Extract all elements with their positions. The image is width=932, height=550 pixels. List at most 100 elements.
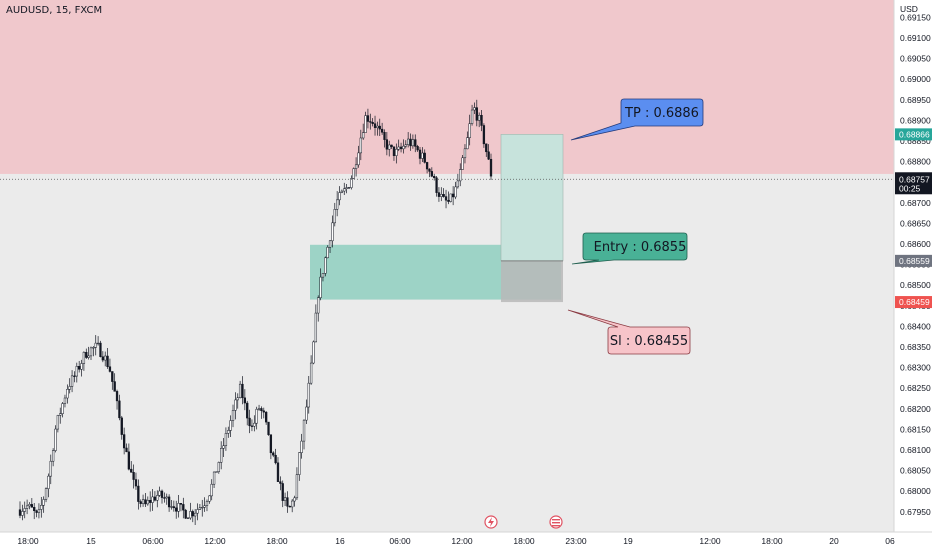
- candle: [352, 167, 355, 179]
- svg-text:0.68459: 0.68459: [899, 297, 930, 307]
- candle: [274, 448, 277, 465]
- candle: [120, 415, 123, 440]
- price-tick-label: 0.68650: [900, 218, 931, 228]
- sl-callout[interactable]: Sl : 0.68455: [567, 309, 691, 355]
- candle: [193, 509, 197, 526]
- candle: [179, 503, 183, 512]
- candle: [210, 479, 213, 501]
- candle: [480, 110, 483, 132]
- candle: [205, 499, 209, 512]
- candle: [350, 175, 353, 190]
- candle: [291, 498, 294, 513]
- candle: [236, 393, 239, 409]
- entry-label: Entry : 0.6855: [594, 240, 687, 255]
- candle: [336, 191, 339, 217]
- price-tick-label: 0.68300: [900, 363, 931, 373]
- candle: [338, 186, 341, 206]
- price-tick-label: 0.68800: [900, 157, 931, 167]
- price-tick-label: 0.68000: [900, 486, 931, 496]
- candle: [451, 186, 455, 206]
- candle: [217, 461, 220, 474]
- price-tag-red: 0.68459: [895, 296, 932, 309]
- candle: [340, 189, 344, 194]
- candle: [108, 358, 112, 373]
- candle: [463, 144, 467, 164]
- candle: [56, 414, 60, 433]
- candle: [175, 500, 178, 519]
- event-markers[interactable]: [484, 515, 563, 529]
- candle: [404, 140, 407, 149]
- candle: [409, 133, 412, 151]
- candle: [149, 491, 152, 512]
- time-tick-label: 06:00: [142, 536, 164, 546]
- candle: [390, 144, 393, 149]
- price-axis[interactable]: USD 0.69150 0.69100 0.69050 0.69000 0.68950 0…: [893, 0, 932, 550]
- candle: [28, 502, 31, 510]
- candle: [248, 409, 251, 434]
- candle: [25, 499, 29, 515]
- entry-callout[interactable]: Entry : 0.6855: [571, 232, 688, 265]
- price-tick-label: 0.68500: [900, 280, 931, 290]
- price-tag-green: 0.68866: [895, 128, 932, 141]
- time-tick-label: 19: [623, 536, 633, 546]
- candle: [461, 155, 464, 170]
- candle: [380, 122, 384, 135]
- candle: [418, 146, 422, 165]
- candle: [369, 113, 372, 130]
- candle: [489, 153, 493, 180]
- candle: [288, 505, 291, 508]
- candle: [160, 489, 164, 504]
- candle: [198, 503, 202, 511]
- candlestick-series: [18, 99, 493, 526]
- candle: [212, 471, 216, 488]
- candle: [470, 104, 474, 126]
- candle: [54, 425, 57, 453]
- candle: [153, 491, 157, 502]
- price-tick-label: 0.68050: [900, 466, 931, 476]
- resistance-zone: [0, 0, 894, 174]
- candle: [234, 392, 237, 420]
- candle: [201, 499, 204, 517]
- candle: [319, 268, 322, 301]
- candle: [99, 340, 102, 358]
- candle: [397, 139, 400, 152]
- currency-label: USD: [900, 4, 918, 14]
- candle: [347, 186, 351, 189]
- candle: [229, 415, 232, 437]
- time-axis-background: [0, 532, 932, 550]
- bar-countdown: 00:25: [899, 183, 921, 193]
- candle: [466, 131, 469, 150]
- candle: [430, 167, 433, 178]
- price-tick-label: 0.68400: [900, 321, 931, 331]
- candle: [96, 336, 100, 346]
- stop-loss-box[interactable]: [501, 260, 563, 303]
- candle: [392, 146, 396, 161]
- candle: [267, 421, 270, 436]
- candle: [151, 489, 154, 511]
- candle: [435, 175, 438, 197]
- candle: [440, 187, 443, 202]
- time-axis[interactable]: 18:00 15 06:00 12:00 18:00 16 06:00 12:00 18:00 2…: [0, 531, 932, 550]
- take-profit-box[interactable]: [500, 134, 564, 262]
- candle: [312, 340, 315, 365]
- flag-stripe: [552, 525, 560, 527]
- candle: [246, 400, 249, 426]
- candle: [146, 496, 149, 506]
- candle: [321, 273, 325, 282]
- price-tick-label: 0.68850: [900, 136, 931, 146]
- candle: [314, 304, 318, 343]
- candle: [428, 168, 431, 178]
- candle: [21, 504, 24, 521]
- candle: [295, 467, 299, 501]
- time-tick-label: 12:00: [699, 536, 721, 546]
- candle: [354, 157, 358, 177]
- candle: [473, 102, 476, 115]
- candle: [475, 99, 478, 127]
- candle: [444, 189, 448, 209]
- time-tick-label: 06:00: [389, 536, 411, 546]
- tp-callout[interactable]: TP : 0.6886: [570, 98, 704, 141]
- price-tick-label: 0.68250: [900, 383, 931, 393]
- candle: [177, 495, 180, 518]
- price-tag-gray: 0.68559: [895, 254, 932, 267]
